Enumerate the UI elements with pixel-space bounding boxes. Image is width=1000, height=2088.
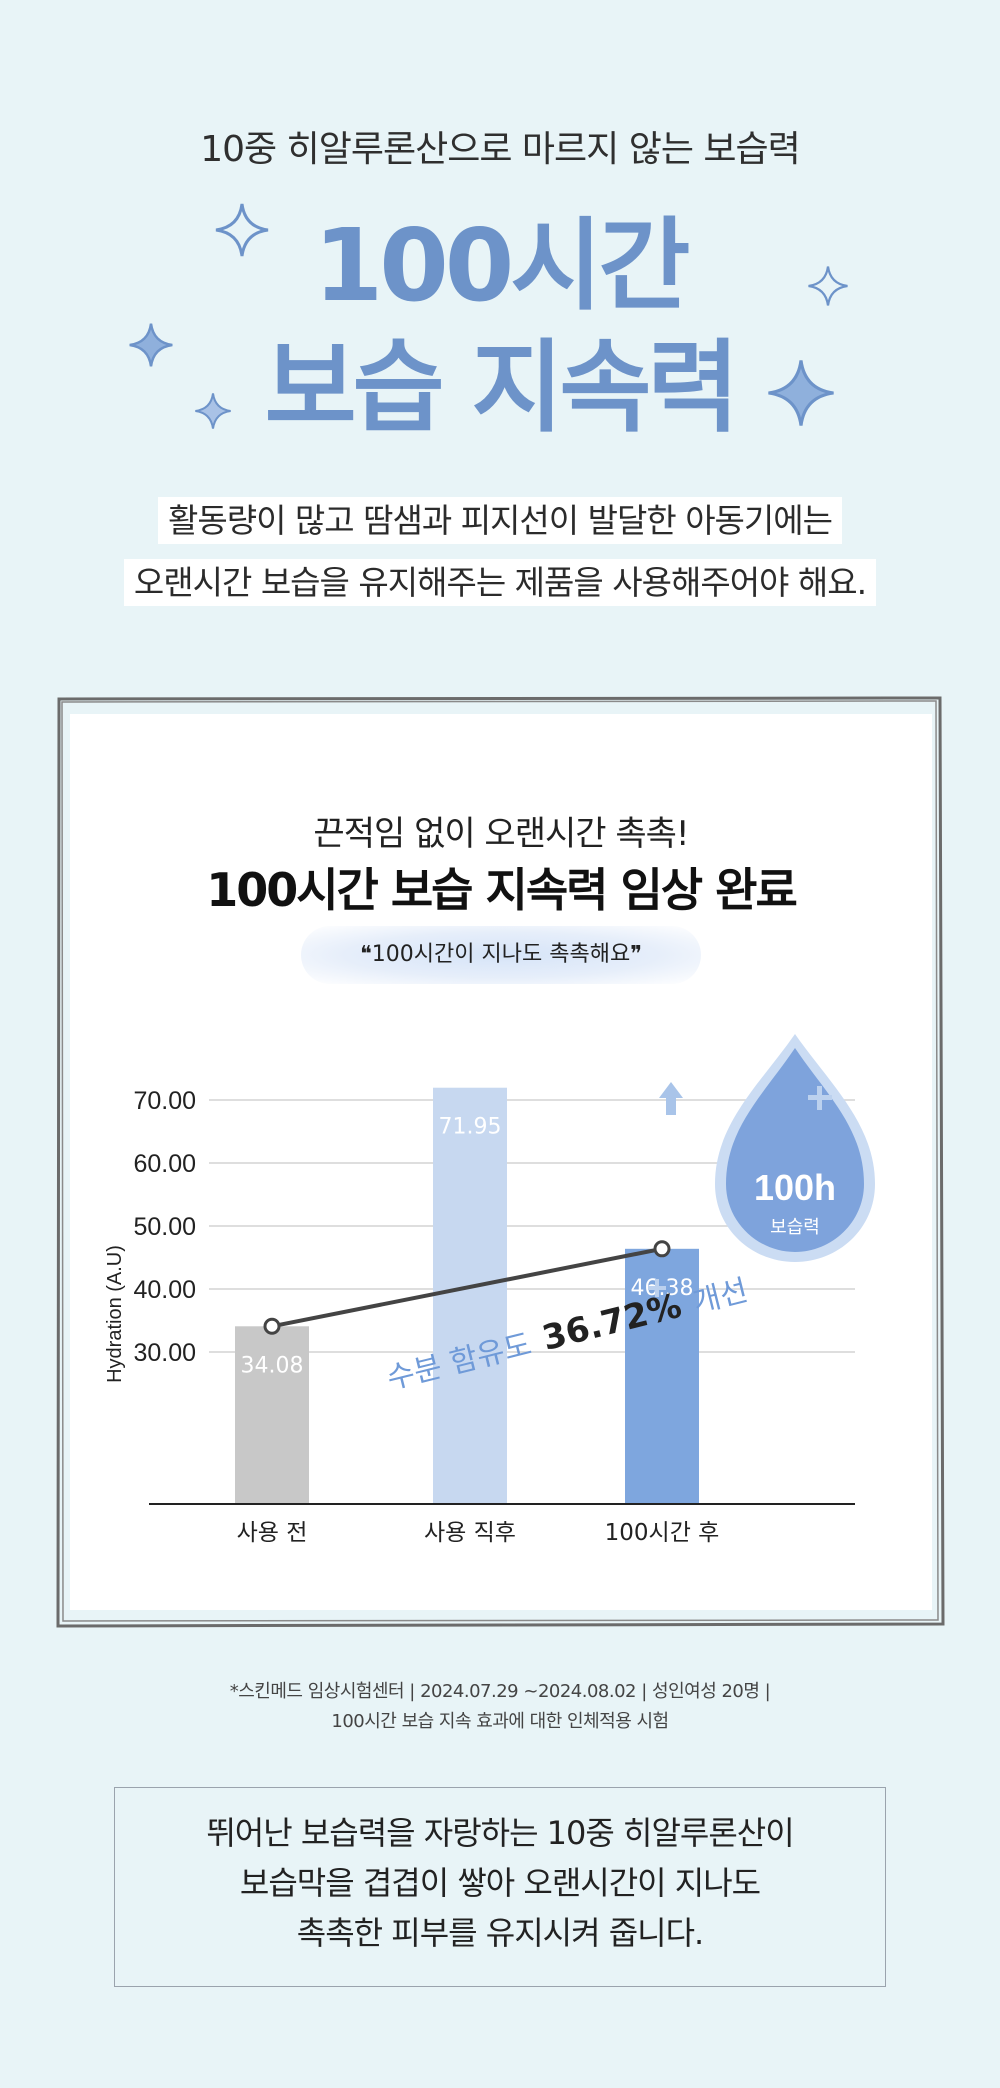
summary-box: 뛰어난 보습력을 자랑하는 10중 히알루론산이 보습막을 겹겹이 쌓아 오랜시… [114,1787,886,1987]
card-subtitle: 끈적임 없이 오랜시간 촉촉! [313,814,689,854]
bar-value-label: 71.95 [439,1115,502,1140]
footnote-line-1: *스킨메드 임상시험센터 | 2024.07.29 ~2024.08.02 | … [229,1681,771,1702]
sparkle-icon [194,392,232,430]
bar [235,1326,309,1504]
description: 활동량이 많고 땀샘과 피지선이 발달한 아동기에는 오랜시간 보습을 유지해주… [0,490,1000,614]
bar [433,1087,507,1504]
sparkle-icon [214,202,270,258]
plus-icon [648,1279,666,1297]
page-subtitle: 10중 히알루론산으로 마르지 않는 보습력 [200,129,801,170]
summary-line-1: 뛰어난 보습력을 자랑하는 10중 히알루론산이 [206,1814,794,1852]
card-title: 100시간 보습 지속력 임상 완료 [206,863,798,917]
sparkle-icon [807,265,849,307]
chart-frame: 끈적임 없이 오랜시간 촉촉! 100시간 보습 지속력 임상 완료 ❝100시… [56,696,946,1628]
sparkle-icon [766,358,836,428]
sparkle-icon [128,322,174,368]
x-labels: 사용 전 사용 직후 100시간 후 [237,1520,720,1546]
description-line-2: 오랜시간 보습을 유지해주는 제품을 사용해주어야 해요. [123,559,877,606]
badge-label: 보습력 [770,1217,820,1238]
y-tick-label: 60.00 [133,1150,196,1178]
headline-line-1: 100시간 [313,207,691,324]
sketch-border [56,696,945,1628]
plus-icon [808,1086,832,1110]
trend-point [263,1317,281,1335]
footnote: *스킨메드 임상시험센터 | 2024.07.29 ~2024.08.02 | … [0,1677,1000,1737]
trend-segment [271,1246,663,1329]
y-tick-label: 70.00 [133,1087,196,1115]
up-arrow-icon [659,1082,683,1115]
trend-point [653,1240,671,1258]
x-tick-label: 사용 전 [237,1520,308,1546]
x-tick-label: 100시간 후 [605,1520,720,1546]
chart-card: 끈적임 없이 오랜시간 촉촉! 100시간 보습 지속력 임상 완료 ❝100시… [70,714,932,1610]
summary-line-2: 보습막을 겹겹이 쌓아 오랜시간이 지나도 [239,1864,761,1902]
trend-line [263,1240,671,1335]
y-tick-label: 40.00 [133,1276,196,1304]
bar [625,1248,699,1504]
x-tick-label: 사용 직후 [424,1520,516,1546]
y-tick-label: 30.00 [133,1339,196,1367]
y-axis-label: Hydration (A.U) [104,1245,126,1383]
footnote-line-2: 100시간 보습 지속 효과에 대한 인체적용 시험 [331,1711,669,1732]
page-headline: 100시간 보습 지속력 [0,205,1000,449]
badge-value: 100h [754,1167,836,1208]
droplet-badge: 100h 보습력 [715,1034,875,1262]
description-line-1: 활동량이 많고 땀샘과 피지선이 발달한 아동기에는 [157,497,842,544]
y-tick-label: 50.00 [133,1213,196,1241]
y-ticks: 70.00 60.00 50.00 40.00 30.00 [133,1087,196,1367]
quote-pill: ❝100시간이 지나도 촉촉해요❞ [301,926,701,984]
bar-value-label: 34.08 [241,1353,304,1378]
summary-line-3: 촉촉한 피부를 유지시켜 줍니다. [296,1914,704,1952]
headline-line-2: 보습 지속력 [264,329,740,446]
